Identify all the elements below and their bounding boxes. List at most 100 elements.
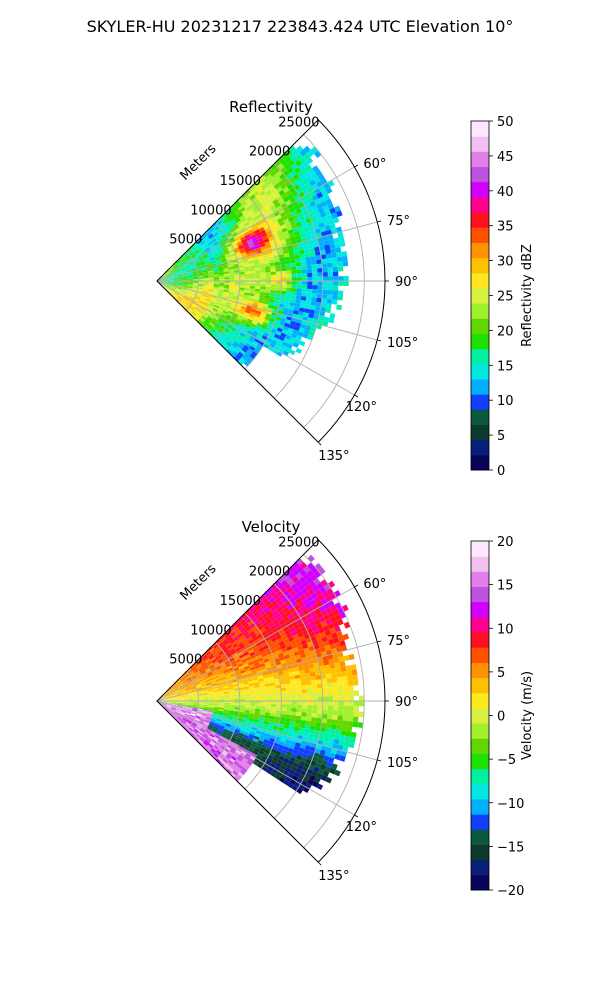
- radar-gate: [314, 150, 322, 158]
- radar-gate: [177, 697, 183, 699]
- radar-gate: [167, 699, 173, 701]
- radar-gate: [227, 742, 234, 748]
- radar-gate: [182, 297, 188, 302]
- radar-gate: [237, 351, 244, 358]
- radar-gate: [167, 282, 173, 284]
- radar-gate: [282, 186, 290, 193]
- radar-gate: [263, 591, 270, 598]
- radar-gate: [241, 355, 248, 361]
- radar-gate: [170, 691, 176, 694]
- radar-gate: [195, 684, 201, 688]
- radar-gate: [221, 331, 227, 337]
- radar-gate: [297, 631, 304, 638]
- radar-gate: [258, 317, 265, 322]
- radar-gate: [259, 711, 266, 716]
- radar-gate: [165, 287, 170, 291]
- radar-gate: [244, 271, 250, 275]
- radar-gate: [230, 305, 236, 309]
- radar-gate: [173, 684, 178, 689]
- radar-gate: [261, 221, 268, 227]
- radar-gate: [248, 229, 254, 234]
- radar-gate: [189, 672, 195, 677]
- radar-gate: [243, 211, 250, 218]
- radar-gate: [286, 704, 292, 709]
- radar-gate: [186, 720, 192, 725]
- radar-gate: [233, 234, 239, 239]
- radar-gate: [261, 641, 268, 647]
- radar-gate: [194, 716, 201, 720]
- radar-gate: [176, 717, 182, 722]
- radar-gate: [288, 668, 294, 673]
- radar-gate: [201, 726, 207, 731]
- radar-gate: [270, 289, 276, 294]
- radar-gate: [269, 590, 277, 597]
- radar-gate: [211, 668, 218, 673]
- radar-gate: [217, 310, 223, 314]
- radar-gate: [190, 685, 196, 689]
- radar-gate: [359, 701, 365, 707]
- radar-gate: [315, 589, 323, 597]
- radar-gate: [275, 264, 281, 269]
- radar-gate: [267, 630, 274, 637]
- radar-gate: [254, 338, 261, 344]
- radar-gate: [263, 300, 270, 305]
- radar-gate: [212, 737, 218, 743]
- radar-gate: [212, 291, 219, 294]
- colorbar-tick-label: 20: [497, 535, 514, 550]
- radar-gate: [254, 684, 260, 689]
- radar-gate: [169, 710, 174, 714]
- radar-gate: [199, 659, 205, 664]
- radar-gate: [218, 754, 224, 760]
- radar-gate: [245, 762, 251, 769]
- radar-gate: [239, 349, 246, 356]
- radar-gate: [194, 661, 200, 667]
- radar-gate: [318, 642, 325, 649]
- radar-gate: [313, 752, 320, 759]
- radar-gate: [182, 705, 188, 708]
- radar-gate: [280, 192, 288, 200]
- radar-gate: [300, 677, 306, 683]
- radar-gate: [333, 738, 340, 745]
- radar-gate: [182, 278, 189, 280]
- radar-gate: [279, 717, 286, 722]
- radar-gate: [313, 776, 321, 784]
- radar-gate: [296, 693, 303, 698]
- radar-gate: [166, 273, 172, 277]
- radar-gate: [330, 728, 337, 735]
- radar-gate: [292, 149, 300, 157]
- radar-gate: [264, 295, 271, 299]
- radar-gate: [345, 665, 352, 672]
- radar-gate: [230, 204, 236, 210]
- colorbar-segment: [471, 212, 489, 228]
- radar-gate: [332, 714, 338, 720]
- radar-gate: [322, 289, 328, 295]
- radar-gate: [202, 734, 208, 739]
- radar-gate: [176, 286, 182, 290]
- radar-gate: [181, 258, 186, 263]
- radar-gate: [273, 302, 280, 307]
- radar-gate: [269, 606, 277, 613]
- radar-gate: [267, 253, 274, 258]
- radar-gate: [227, 312, 233, 317]
- radar-gate: [219, 673, 225, 677]
- radar-gate: [184, 683, 190, 687]
- radar-gate: [241, 303, 248, 308]
- radar-gate: [291, 281, 297, 285]
- radar-gate: [273, 222, 281, 229]
- radar-gate: [196, 293, 202, 297]
- radar-gate: [166, 285, 172, 288]
- radar-gate: [177, 705, 183, 708]
- radar-gate: [230, 725, 236, 729]
- radar-gate: [317, 173, 325, 181]
- radar-gate: [259, 207, 266, 214]
- radar-gate: [257, 237, 264, 243]
- radar-gate: [300, 261, 307, 266]
- radar-gate: [239, 357, 246, 364]
- radar-gate: [242, 747, 249, 753]
- radar-gate: [203, 695, 209, 698]
- radar-gate: [251, 644, 258, 650]
- radar-gate: [248, 295, 255, 299]
- radar-gate: [330, 228, 338, 235]
- radar-gate: [230, 327, 237, 332]
- radar-gate: [182, 277, 188, 279]
